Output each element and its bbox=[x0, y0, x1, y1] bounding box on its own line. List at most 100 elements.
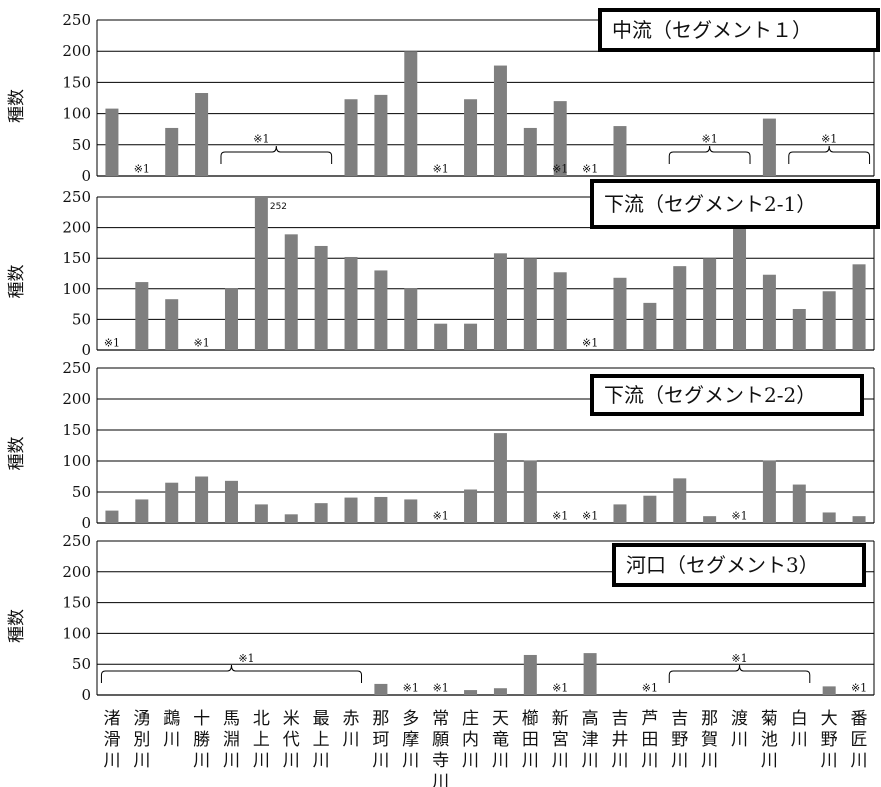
bar-p2-r8 bbox=[314, 245, 328, 350]
x-tick-char: 川 bbox=[552, 751, 569, 771]
x-tick-char: 勝 bbox=[193, 730, 210, 750]
x-tick-char: 川 bbox=[611, 751, 628, 771]
x-tick-char: 鵡 bbox=[163, 709, 180, 729]
x-tick-char: 天 bbox=[492, 709, 509, 729]
x-tick-char: 代 bbox=[283, 730, 300, 750]
bar-p4-r13 bbox=[464, 690, 478, 695]
bar-p3-r15 bbox=[523, 460, 537, 523]
bar-p2-r16 bbox=[553, 272, 567, 350]
bar-p3-r3 bbox=[165, 482, 179, 523]
panel-title-box bbox=[590, 179, 880, 229]
y-tick-label: 0 bbox=[81, 167, 91, 185]
x-tick-char: 芦 bbox=[641, 709, 658, 729]
x-tick-char: 井 bbox=[611, 730, 628, 750]
bar-p2-r26 bbox=[852, 264, 866, 350]
note-n1: ※1 bbox=[433, 510, 449, 523]
bar-p4-r25 bbox=[822, 686, 836, 695]
bar-p3-r11 bbox=[404, 499, 418, 523]
x-tick-char: 別 bbox=[133, 730, 150, 750]
x-tick-char: 川 bbox=[731, 730, 748, 750]
x-tick-char: 寺 bbox=[432, 751, 449, 771]
note-n2: ※1 bbox=[193, 337, 209, 350]
note-n1: ※1 bbox=[238, 652, 254, 665]
x-tick-char: 賀 bbox=[701, 730, 718, 750]
brace-b1 bbox=[100, 664, 363, 683]
bar-p1-r10 bbox=[374, 94, 388, 176]
note-n3: ※1 bbox=[582, 337, 598, 350]
panel-title-box bbox=[590, 374, 864, 416]
bar-p3-r26 bbox=[852, 516, 866, 523]
panel-title: 河口（セグメント3） bbox=[626, 553, 819, 577]
x-tick-label-r19: 芦田川 bbox=[641, 709, 658, 771]
y-tick-label: 250 bbox=[62, 532, 91, 550]
x-tick-char: 那 bbox=[372, 709, 389, 729]
bar-p2-r20 bbox=[673, 266, 687, 350]
y-tick-label: 200 bbox=[62, 390, 91, 408]
panel-title-box bbox=[612, 543, 866, 587]
x-tick-char: 菊 bbox=[761, 709, 778, 729]
x-tick-char: 川 bbox=[283, 751, 300, 771]
note-n3: ※1 bbox=[582, 510, 598, 523]
x-tick-char: 川 bbox=[641, 751, 658, 771]
x-tick-char: 川 bbox=[701, 751, 718, 771]
x-tick-label-r22: 渡川 bbox=[731, 709, 748, 750]
x-tick-char: 匠 bbox=[851, 730, 868, 750]
note-n1: ※1 bbox=[104, 337, 120, 350]
x-tick-label-r1: 渚滑川 bbox=[103, 709, 120, 771]
x-tick-char: 白 bbox=[791, 709, 808, 729]
x-tick-char: 最 bbox=[313, 709, 330, 729]
x-tick-char: 川 bbox=[163, 730, 180, 750]
x-tick-char: 川 bbox=[462, 751, 479, 771]
note-n4: ※1 bbox=[731, 510, 747, 523]
x-tick-char: 川 bbox=[223, 751, 240, 771]
x-tick-label-r21: 那賀川 bbox=[701, 709, 718, 771]
bar-p2-r12 bbox=[434, 323, 448, 350]
x-tick-label-r16: 新宮川 bbox=[552, 709, 569, 771]
x-tick-char: 大 bbox=[821, 709, 838, 729]
x-tick-label-r3: 鵡川 bbox=[163, 709, 180, 750]
y-tick-label: 50 bbox=[72, 655, 91, 673]
x-tick-label-r26: 番匠川 bbox=[851, 709, 868, 771]
bar-p3-r7 bbox=[284, 514, 298, 523]
x-tick-char: 滑 bbox=[103, 730, 120, 750]
bar-p2-r2 bbox=[135, 282, 149, 350]
x-tick-char: 池 bbox=[761, 730, 778, 750]
x-tick-char: 米 bbox=[283, 709, 300, 729]
note-n4: ※1 bbox=[552, 682, 568, 695]
x-tick-char: 新 bbox=[552, 709, 569, 729]
brace-b2 bbox=[668, 145, 751, 164]
bar-p1-r3 bbox=[165, 127, 179, 176]
x-tick-char: 馬 bbox=[223, 709, 240, 729]
bar-p1-r1 bbox=[105, 108, 119, 176]
y-axis-label: 種数 bbox=[7, 265, 27, 299]
bar-p1-r23 bbox=[762, 118, 776, 176]
y-tick-label: 250 bbox=[62, 359, 91, 377]
bar-p2-r14 bbox=[493, 253, 507, 350]
x-tick-char: 川 bbox=[253, 751, 270, 771]
x-tick-char: 那 bbox=[701, 709, 718, 729]
brace-b3 bbox=[788, 145, 871, 164]
bar-p3-r5 bbox=[224, 480, 238, 523]
x-tick-char: 川 bbox=[103, 751, 120, 771]
bar-p3-r6 bbox=[254, 504, 268, 523]
x-tick-label-r9: 赤川 bbox=[343, 709, 360, 750]
x-tick-char: 内 bbox=[462, 730, 479, 750]
bar-p2-r7 bbox=[284, 234, 298, 350]
bar-p3-r13 bbox=[464, 489, 478, 523]
x-tick-char: 川 bbox=[343, 730, 360, 750]
x-tick-label-r25: 大野川 bbox=[821, 709, 838, 771]
x-tick-label-r4: 十勝川 bbox=[193, 709, 210, 771]
note-n7: ※1 bbox=[851, 682, 867, 695]
x-tick-char: 渡 bbox=[731, 709, 748, 729]
x-tick-char: 川 bbox=[761, 751, 778, 771]
bar-p1-r9 bbox=[344, 99, 358, 176]
bar-p1-r18 bbox=[613, 126, 627, 176]
y-tick-label: 50 bbox=[72, 136, 91, 154]
x-tick-label-r20: 吉野川 bbox=[671, 709, 688, 771]
x-tick-char: 多 bbox=[402, 709, 419, 729]
bar-p3-r21 bbox=[703, 516, 717, 523]
x-tick-label-r13: 庄内川 bbox=[462, 709, 479, 771]
note-n2: ※1 bbox=[253, 133, 269, 146]
